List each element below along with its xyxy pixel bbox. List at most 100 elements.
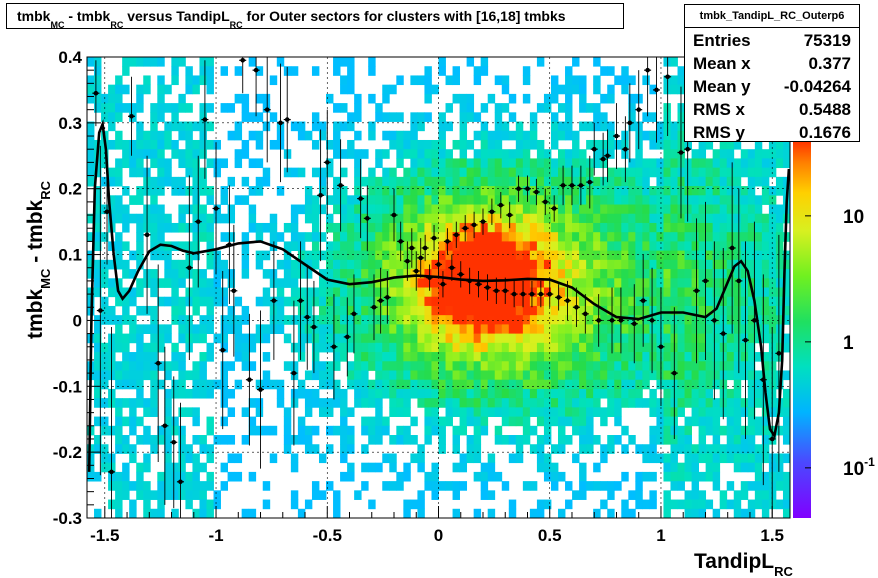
heatmap-cell [712,471,721,482]
heatmap-cell [368,352,376,362]
heatmap-cell [614,416,622,427]
heatmap-cell [276,296,285,307]
heatmap-cell [340,84,348,95]
heatmap-cell [290,296,299,307]
heatmap-cell [87,259,95,270]
heatmap-cell [543,370,552,381]
heatmap-cell [740,398,749,408]
heatmap-cell [445,398,453,408]
heatmap-cell [178,352,186,362]
heatmap-cell [501,186,510,196]
heatmap-cell [768,158,777,169]
heatmap-cell [129,398,137,408]
heatmap-cell [508,361,517,371]
heatmap-cell [628,121,636,132]
heatmap-cell [705,213,714,224]
heatmap-cell [529,186,538,196]
heatmap-cell [382,130,390,141]
heatmap-cell [719,444,728,454]
heatmap-cell [157,222,165,233]
heatmap-cell [94,324,102,334]
heatmap-cell [389,352,397,362]
heatmap-cell [206,324,214,334]
heatmap-cell [747,481,756,491]
heatmap-cell [473,222,482,233]
heatmap-cell [178,361,186,371]
heatmap-cell [150,269,158,279]
heatmap-cell [747,379,756,390]
heatmap-cell [227,213,236,224]
heatmap-cell [747,241,756,252]
heatmap-cell [663,333,671,344]
heatmap-cell [593,398,601,408]
heatmap-cell [185,388,193,399]
heatmap-cell [705,204,714,215]
heatmap-cell [403,195,411,205]
heatmap-cell [276,232,285,242]
profile-point [378,298,383,303]
heatmap-cell [361,342,369,353]
heatmap-cell [311,296,320,307]
heatmap-cell [487,453,496,464]
heatmap-cell [192,139,200,150]
heatmap-cell [670,250,678,261]
heatmap-cell [150,305,158,316]
heatmap-cell [445,287,453,298]
heatmap-cell [691,296,700,307]
x-tick-label: 1.5 [760,526,784,545]
heatmap-cell [192,370,200,381]
heatmap-cell [389,370,397,381]
heatmap-cell [522,342,531,353]
heatmap-cell [747,305,756,316]
heatmap-cell [621,388,629,399]
heatmap-cell [684,222,692,233]
heatmap-cell [663,232,671,242]
heatmap-cell [515,139,524,150]
heatmap-cell [656,333,664,344]
heatmap-cell [150,333,158,344]
heatmap-cell [698,305,707,316]
heatmap-cell [304,370,313,381]
heatmap-cell [108,167,116,178]
heatmap-cell [87,462,95,473]
heatmap-cell [691,195,700,205]
heatmap-cell [318,167,327,178]
heatmap-cell [550,305,559,316]
heatmap-cell [529,315,538,325]
heatmap-cell [318,305,327,316]
heatmap-cell [340,407,348,417]
heatmap-cell [445,315,453,325]
heatmap-cell [649,222,657,233]
profile-point [649,318,655,323]
heatmap-cell [593,241,601,252]
heatmap-cell [255,222,264,233]
heatmap-cell [649,186,657,196]
heatmap-cell [726,305,735,316]
heatmap-cell [663,222,671,233]
heatmap-cell [754,481,763,491]
heatmap-cell [642,259,650,270]
heatmap-cell [220,213,228,224]
heatmap-cell [403,499,411,510]
heatmap-cell [255,93,264,104]
heatmap-cell [600,278,608,288]
heatmap-cell [354,398,362,408]
heatmap-cell [354,361,362,371]
heatmap-cell [340,250,348,261]
heatmap-cell [389,333,397,344]
heatmap-cell [283,259,292,270]
palette-tick-label: 10 [843,207,864,228]
profile-point [623,146,628,152]
heatmap-cell [368,121,376,132]
heatmap-cell [389,435,397,445]
heatmap-cell [459,352,468,362]
heatmap-cell [318,324,327,334]
heatmap-cell [550,158,559,169]
heatmap-cell [747,250,756,261]
heatmap-cell [747,499,756,510]
heatmap-cell [452,370,460,381]
heatmap-cell [586,103,594,113]
heatmap-cell [550,481,559,491]
heatmap-cell [157,361,165,371]
